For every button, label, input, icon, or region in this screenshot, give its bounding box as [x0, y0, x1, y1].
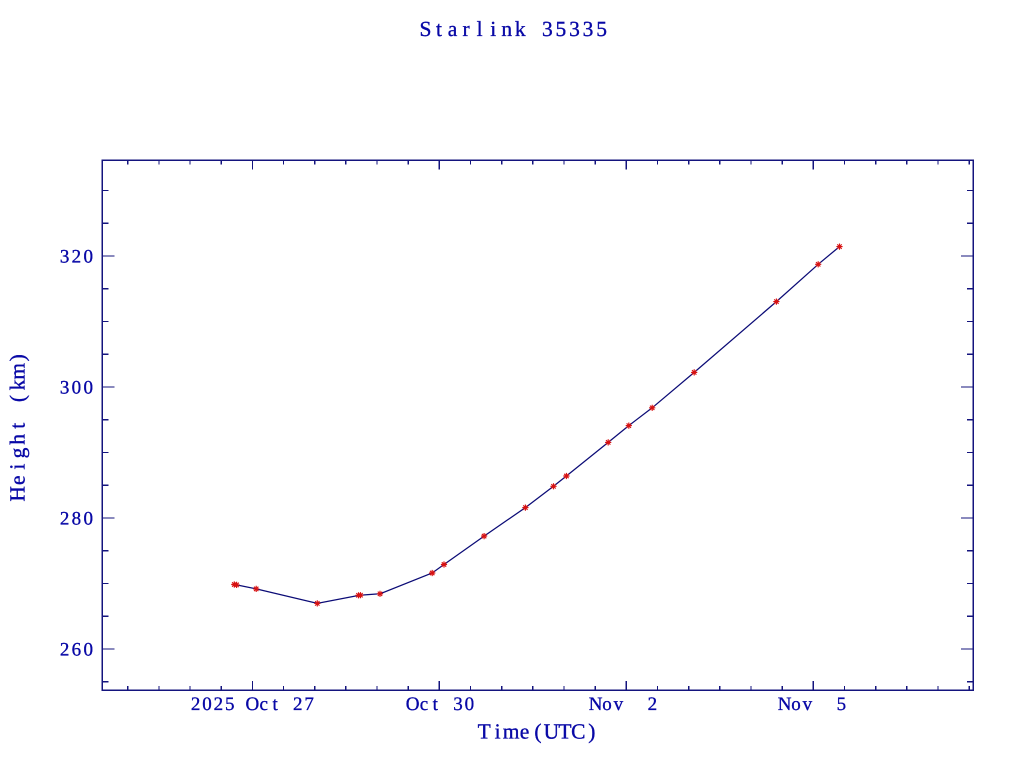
svg-text:2025 Oct 27: 2025 Oct 27 [191, 694, 314, 715]
svg-text:Nov 2: Nov 2 [589, 694, 657, 715]
svg-text:Time(UTC): Time(UTC) [478, 719, 596, 743]
svg-text:320: 320 [60, 246, 93, 267]
svg-text:Starlink 35335: Starlink 35335 [419, 17, 607, 41]
svg-text:Nov 5: Nov 5 [778, 694, 846, 715]
svg-text:Height (km): Height (km) [6, 354, 30, 501]
svg-text:280: 280 [60, 509, 93, 530]
svg-text:300: 300 [60, 377, 93, 398]
svg-text:260: 260 [60, 640, 93, 661]
svg-text:Oct 30: Oct 30 [406, 694, 474, 715]
